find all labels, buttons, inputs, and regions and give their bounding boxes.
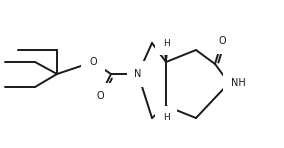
- Polygon shape: [164, 43, 168, 62]
- Text: H: H: [163, 114, 169, 123]
- Text: O: O: [96, 91, 104, 101]
- Text: O: O: [218, 36, 226, 46]
- Text: NH: NH: [231, 78, 246, 88]
- Polygon shape: [164, 106, 168, 118]
- Text: O: O: [89, 57, 97, 67]
- Text: N: N: [134, 69, 142, 79]
- Text: H: H: [163, 38, 169, 48]
